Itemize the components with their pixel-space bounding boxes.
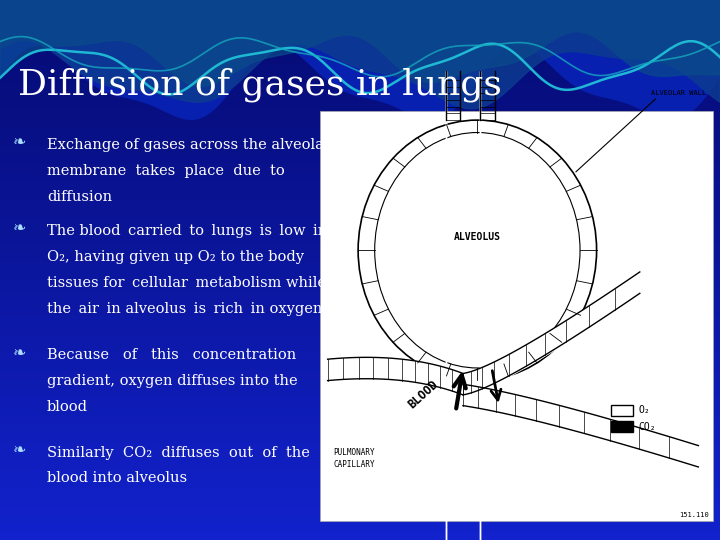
Bar (0, 324, 720, 333)
Text: blood into alveolus: blood into alveolus (47, 471, 187, 485)
Bar (0, 261, 720, 270)
Ellipse shape (358, 120, 597, 380)
Bar (0, 333, 720, 342)
Bar (0, 414, 720, 423)
Bar (0, 108, 720, 117)
Bar (0, 423, 720, 432)
Bar (0, 54, 720, 63)
Bar (0, 234, 720, 243)
Text: Exchange of gases across the alveolar: Exchange of gases across the alveolar (47, 138, 330, 152)
Bar (0, 270, 720, 279)
Text: ❧: ❧ (13, 346, 27, 361)
Text: the  air  in alveolus  is  rich  in oxygen: the air in alveolus is rich in oxygen (47, 302, 322, 316)
Bar (0, 45, 720, 54)
Bar (0, 243, 720, 252)
Bar (0, 225, 720, 234)
Bar (0, 252, 720, 261)
Text: BLOOD: BLOOD (406, 378, 441, 411)
Text: ❧: ❧ (13, 221, 27, 237)
Bar (0, 342, 720, 351)
Bar (0, 279, 720, 288)
Text: PULMONARY
CAPILLARY: PULMONARY CAPILLARY (333, 448, 375, 469)
Bar (0, 153, 720, 162)
Bar (0, 36, 720, 45)
Bar (0, 513, 720, 522)
Text: Similarly  CO₂  diffuses  out  of  the: Similarly CO₂ diffuses out of the (47, 446, 310, 460)
Bar (0, 135, 720, 144)
Text: tissues for  cellular  metabolism while: tissues for cellular metabolism while (47, 276, 325, 290)
Text: blood: blood (47, 400, 88, 414)
Bar (0, 531, 720, 540)
Bar (0, 198, 720, 207)
Bar (0, 459, 720, 468)
Bar (0, 288, 720, 297)
Ellipse shape (374, 132, 580, 368)
Text: ALVEOLAR WALL: ALVEOLAR WALL (651, 90, 706, 96)
Text: gradient, oxygen diffuses into the: gradient, oxygen diffuses into the (47, 374, 297, 388)
Bar (611, 405, 633, 416)
Text: CO₂: CO₂ (639, 422, 656, 431)
Bar (0, 90, 720, 99)
Bar (320, 111, 713, 521)
Bar (0, 144, 720, 153)
Bar (0, 495, 720, 504)
Bar (0, 315, 720, 324)
Bar (0, 207, 720, 216)
Bar (0, 0, 720, 9)
Bar (0, 18, 720, 27)
Text: O₂: O₂ (639, 406, 650, 415)
Text: ❧: ❧ (13, 443, 27, 458)
Bar (0, 72, 720, 81)
Bar (0, 63, 720, 72)
Bar (611, 421, 633, 432)
Text: diffusion: diffusion (47, 190, 112, 204)
Bar (0, 432, 720, 441)
Bar (0, 297, 720, 306)
Text: Because   of   this   concentration: Because of this concentration (47, 348, 296, 362)
Text: O₂, having given up O₂ to the body: O₂, having given up O₂ to the body (47, 250, 304, 264)
Bar (0, 126, 720, 135)
Text: The blood  carried  to  lungs  is  low  in: The blood carried to lungs is low in (47, 224, 327, 238)
Bar (0, 351, 720, 360)
Bar (0, 27, 720, 36)
Bar (0, 189, 720, 198)
Bar (0, 81, 720, 90)
Bar (0, 9, 720, 18)
Bar (0, 180, 720, 189)
Bar (0, 117, 720, 126)
Bar (0, 522, 720, 531)
Bar (0, 369, 720, 378)
Bar (0, 99, 720, 108)
Bar (0, 387, 720, 396)
Text: ALVEOLUS: ALVEOLUS (454, 232, 501, 242)
Bar (0, 486, 720, 495)
Bar (0, 360, 720, 369)
Bar (0, 216, 720, 225)
Bar (0, 441, 720, 450)
Bar (0, 468, 720, 477)
Bar (0, 378, 720, 387)
Bar (0, 162, 720, 171)
Text: membrane  takes  place  due  to: membrane takes place due to (47, 164, 284, 178)
Bar (0, 306, 720, 315)
Bar (0, 504, 720, 513)
Bar (0, 171, 720, 180)
Bar (0, 396, 720, 405)
Text: ❧: ❧ (13, 135, 27, 150)
Bar (0, 450, 720, 459)
Text: 151.110: 151.110 (680, 512, 709, 518)
Bar (0, 477, 720, 486)
Bar (0, 405, 720, 414)
Text: Diffusion of gases in lungs: Diffusion of gases in lungs (18, 68, 502, 102)
